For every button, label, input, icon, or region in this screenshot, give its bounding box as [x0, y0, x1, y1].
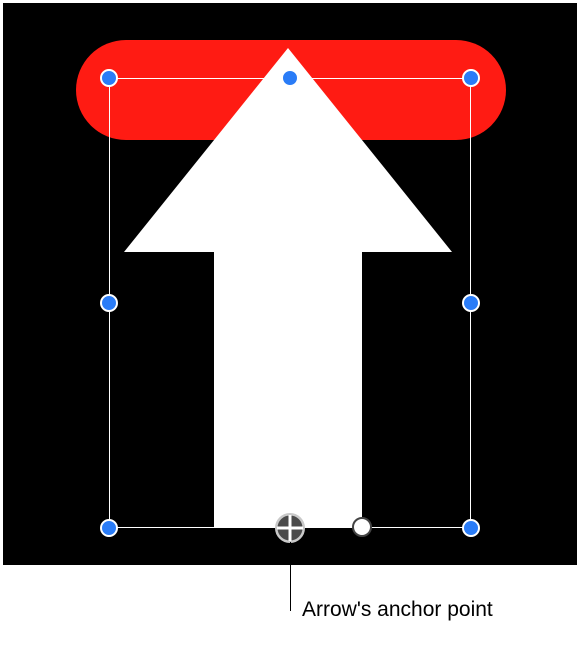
selection-bounding-box [109, 78, 471, 528]
handle-ml[interactable] [100, 294, 118, 312]
handle-mr[interactable] [462, 294, 480, 312]
handle-br[interactable] [462, 519, 480, 537]
anchor-point-crosshair-icon[interactable] [275, 513, 305, 543]
handle-tm[interactable] [281, 69, 299, 87]
callout-leader-line [290, 542, 291, 611]
handle-offset[interactable] [352, 517, 372, 537]
handle-tl[interactable] [100, 69, 118, 87]
handle-tr[interactable] [462, 69, 480, 87]
callout-label: Arrow's anchor point [302, 598, 493, 622]
handle-bl[interactable] [100, 519, 118, 537]
